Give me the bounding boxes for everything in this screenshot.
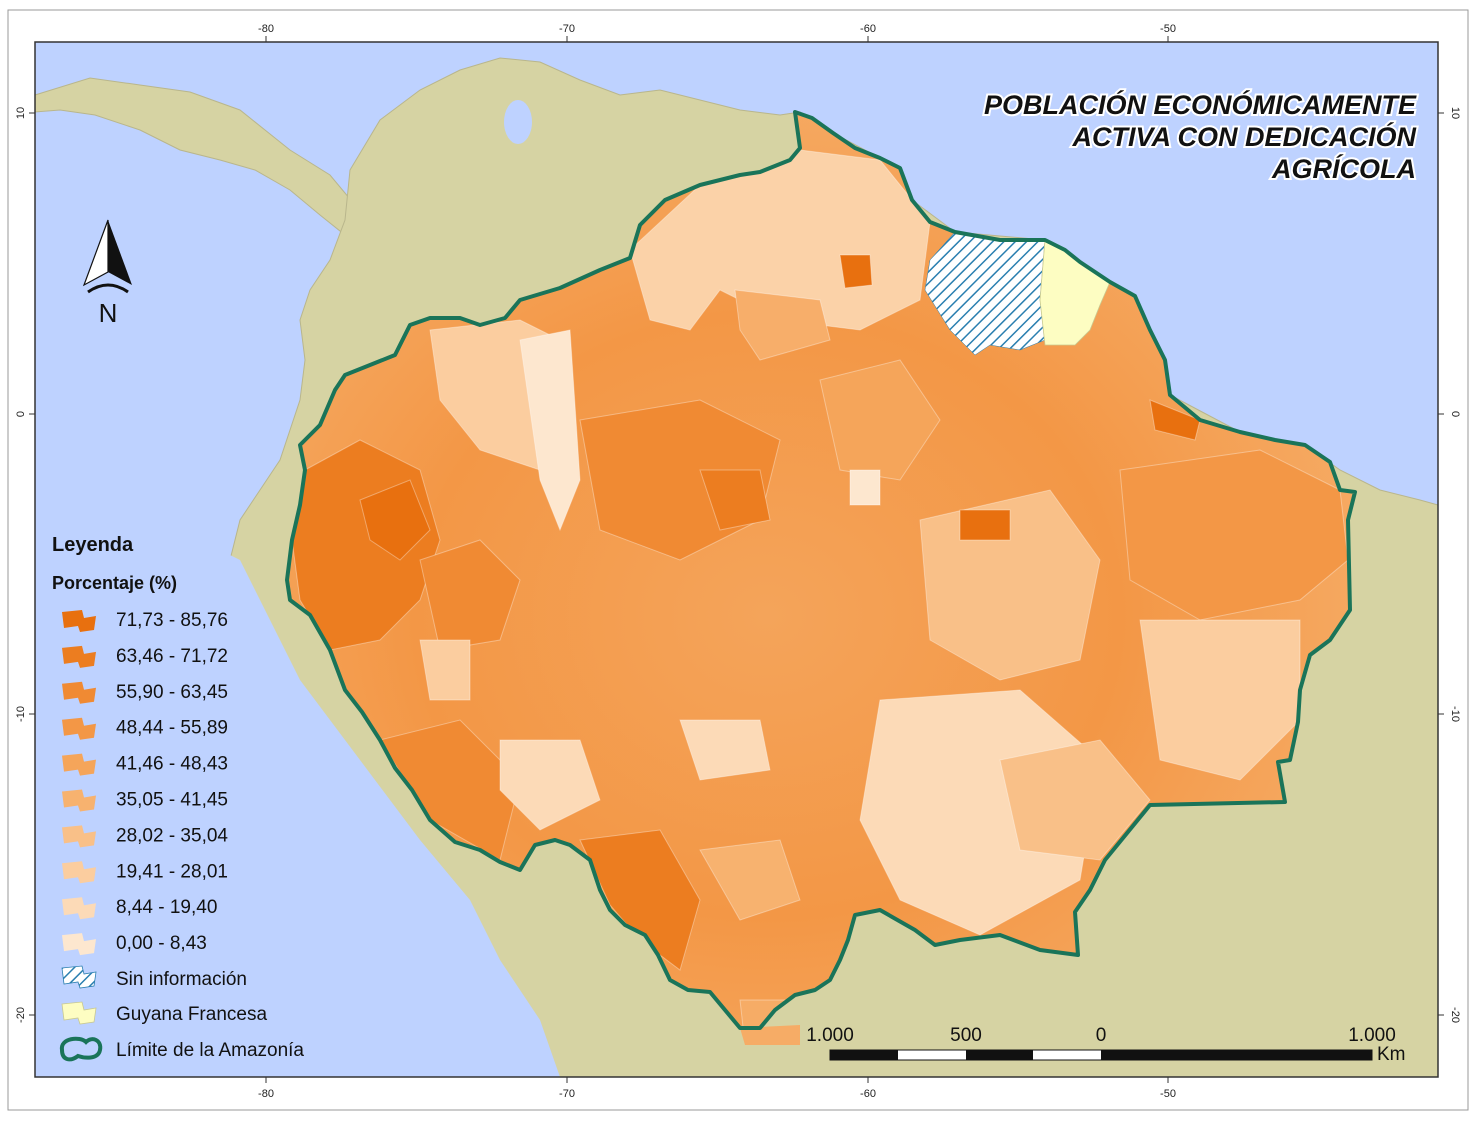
legend-label: Sin información	[116, 969, 247, 990]
legend: Leyenda Porcentaje (%) 71,73 - 85,76 63,4…	[52, 534, 304, 1062]
legend-item-class: 19,41 - 28,01	[62, 861, 228, 884]
legend-label: Límite de la Amazonía	[116, 1040, 304, 1061]
pacific-ocean-south	[35, 540, 560, 1077]
legend-item-class: 0,00 - 8,43	[62, 933, 207, 956]
lon-label-top: -80	[258, 23, 274, 35]
legend-label: 28,02 - 35,04	[116, 825, 228, 846]
legend-item-class: 63,46 - 71,72	[62, 645, 228, 668]
legend-label: 0,00 - 8,43	[116, 933, 207, 954]
lat-label-left: -20	[15, 1007, 27, 1023]
legend-item-class: 71,73 - 85,76	[62, 610, 228, 632]
lat-label-right: 10	[1449, 107, 1461, 119]
legend-classes: 71,73 - 85,76 63,46 - 71,72 55,90 - 63,45 4…	[62, 610, 228, 956]
legend-item-french-guiana: Guyana Francesa	[61, 1001, 267, 1025]
legend-item-class: 8,44 - 19,40	[62, 897, 217, 920]
map-title-line: ACTIVA CON DEDICACIÓN	[1072, 121, 1417, 152]
lon-label-bottom: -50	[1160, 1088, 1176, 1100]
legend-swatch	[62, 681, 96, 704]
legend-label: 19,41 - 28,01	[116, 861, 228, 882]
lon-label-bottom: -60	[860, 1088, 876, 1100]
legend-item-class: 28,02 - 35,04	[62, 825, 228, 848]
legend-swatch	[62, 897, 96, 920]
lat-label-left: -10	[15, 706, 27, 722]
lat-label-right: -10	[1449, 706, 1461, 722]
lat-label-left: 10	[15, 107, 27, 119]
legend-label: 71,73 - 85,76	[116, 610, 228, 631]
legend-label: 55,90 - 63,45	[116, 682, 228, 703]
lon-label-bottom: -80	[258, 1088, 274, 1100]
north-label: N	[99, 298, 118, 328]
scale-label: 0	[1096, 1025, 1107, 1046]
scale-label: 1.000	[806, 1025, 854, 1046]
legend-item-class: 35,05 - 41,45	[62, 789, 228, 812]
legend-label: Guyana Francesa	[116, 1004, 267, 1025]
legend-subtitle: Porcentaje (%)	[52, 573, 177, 593]
legend-label: 35,05 - 41,45	[116, 790, 228, 811]
map-border	[7, 9, 1469, 1111]
legend-item-no-data: Sin información	[61, 965, 247, 990]
legend-swatch	[62, 789, 96, 812]
legend-label: 41,46 - 48,43	[116, 754, 228, 775]
legend-swatch	[62, 645, 96, 668]
lon-label-top: -60	[860, 23, 876, 35]
lat-label-right: 0	[1449, 411, 1461, 417]
legend-swatch	[62, 610, 96, 632]
north-arrow-icon: N	[82, 219, 132, 328]
map-title-line: POBLACIÓN ECONÓMICAMENTE	[984, 89, 1417, 120]
legend-swatch	[62, 825, 96, 848]
lat-label-left: 0	[15, 411, 27, 417]
legend-swatch	[62, 861, 96, 884]
scale-label: 1.000	[1348, 1025, 1396, 1046]
legend-swatch	[62, 753, 96, 776]
amazon-basin	[287, 112, 1355, 1045]
lon-label-bottom: -70	[559, 1088, 575, 1100]
scale-unit: Km	[1377, 1044, 1406, 1065]
scale-bar: 1.000 500 0 1.000 Km	[806, 1025, 1405, 1065]
legend-label: 48,44 - 55,89	[116, 718, 228, 739]
legend-swatch	[62, 717, 96, 740]
legend-label: 63,46 - 71,72	[116, 646, 228, 667]
lon-label-top: -70	[559, 23, 575, 35]
lat-label-right: -20	[1449, 1007, 1461, 1023]
legend-item-class: 48,44 - 55,89	[62, 717, 228, 740]
legend-item-boundary: Límite de la Amazonía	[59, 1036, 304, 1062]
legend-item-class: 55,90 - 63,45	[62, 681, 228, 704]
graticule-ticks	[29, 36, 1444, 1083]
legend-title: Leyenda	[52, 534, 134, 556]
legend-item-class: 41,46 - 48,43	[62, 753, 228, 776]
legend-swatch	[62, 933, 96, 956]
scale-label: 500	[950, 1025, 982, 1046]
lon-label-top: -50	[1160, 23, 1176, 35]
map-title-line: AGRÍCOLA	[1271, 153, 1416, 184]
legend-label: 8,44 - 19,40	[116, 897, 217, 918]
